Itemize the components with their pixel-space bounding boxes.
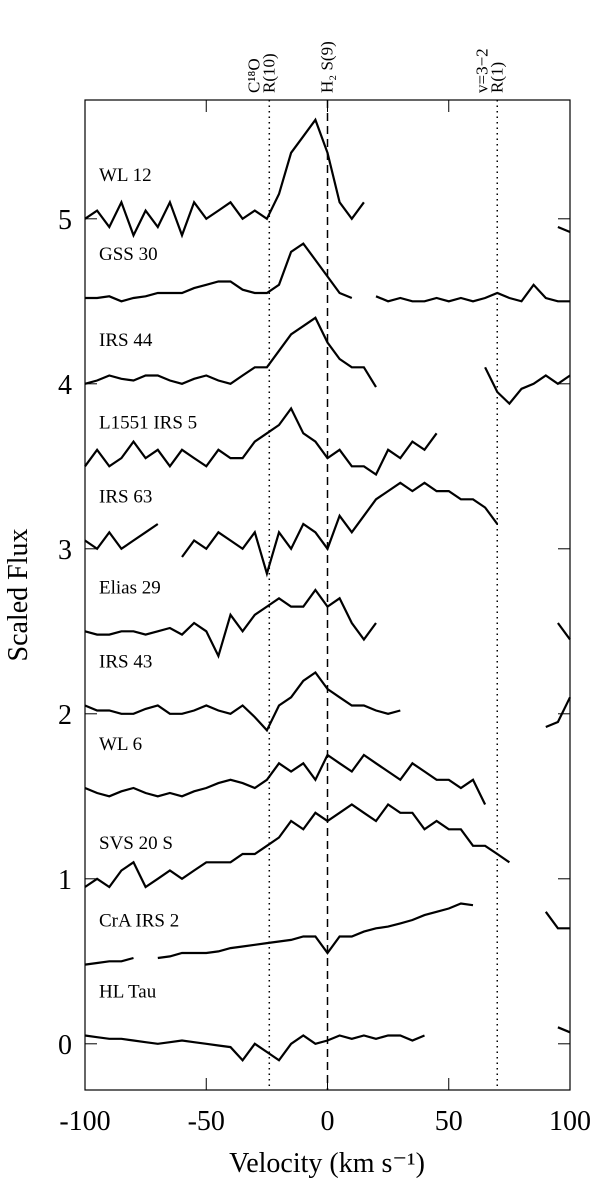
- spectrum-line: [84, 753, 487, 805]
- series-label: GSS 30: [99, 244, 158, 265]
- series-label: SVS 20 S: [99, 833, 173, 854]
- series-label: Elias 29: [99, 577, 161, 598]
- series-label: WL 12: [99, 165, 152, 186]
- series-label: IRS 43: [99, 652, 152, 673]
- spectrum-line: [84, 316, 571, 406]
- reference-label: R(1): [487, 62, 506, 93]
- y-tick-label: 1: [58, 865, 72, 896]
- reference-label: H₂ S(9): [318, 41, 337, 93]
- spectrum-line: [84, 670, 571, 733]
- x-tick-label: -100: [59, 1106, 110, 1137]
- y-tick-label: 4: [58, 370, 72, 401]
- x-tick-label: 100: [549, 1106, 591, 1137]
- series-label: WL 6: [99, 734, 142, 755]
- series-label: IRS 63: [99, 487, 152, 508]
- series-label: CrA IRS 2: [99, 911, 179, 932]
- spectrum-line: [84, 902, 570, 966]
- y-tick-label: 3: [58, 535, 72, 566]
- spectrum-line: [84, 406, 438, 477]
- series-label: HL Tau: [99, 982, 157, 1003]
- series-label: L1551 IRS 5: [99, 412, 197, 433]
- y-tick-label: 0: [58, 1030, 72, 1061]
- y-axis-label: Scaled Flux: [3, 529, 34, 662]
- series-label: IRS 44: [99, 330, 153, 351]
- x-tick-label: 50: [435, 1106, 463, 1137]
- x-tick-label: 0: [321, 1106, 335, 1137]
- spectrum-line: [84, 802, 511, 889]
- spectrum-line: [84, 481, 499, 578]
- reference-label: v=3−2: [472, 48, 491, 93]
- y-tick-label: 2: [58, 700, 72, 731]
- spectrum-line: [85, 242, 570, 303]
- y-tick-label: 5: [58, 205, 72, 236]
- spectrum-line: [84, 1026, 571, 1063]
- reference-label: C¹⁸O: [244, 58, 263, 93]
- spectrum-line: [84, 588, 571, 660]
- reference-label: R(10): [259, 53, 278, 93]
- spectrum-line: [84, 117, 571, 239]
- x-axis-label: Velocity (km s⁻¹): [229, 1148, 425, 1179]
- x-tick-label: -50: [188, 1106, 225, 1137]
